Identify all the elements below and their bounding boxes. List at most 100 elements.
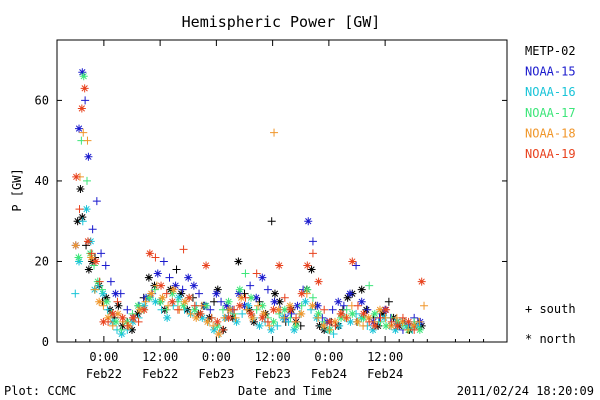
y-axis-title: P [GW]: [10, 168, 24, 211]
legend-entry: NOAA-18: [525, 126, 576, 140]
data-point: [359, 321, 368, 330]
data-point: [113, 309, 122, 318]
data-point: [248, 313, 257, 322]
data-point: [108, 321, 117, 330]
data-point: [320, 305, 329, 314]
data-point: [171, 281, 180, 290]
data-point: [420, 301, 429, 310]
data-point: [267, 217, 276, 226]
data-point: [192, 313, 201, 322]
data-point: [280, 313, 289, 322]
data-point: [301, 297, 310, 306]
data-point: [254, 301, 263, 310]
data-point: [375, 305, 384, 314]
data-point: [78, 217, 87, 226]
data-point: [398, 317, 407, 326]
data-point: [387, 317, 396, 326]
data-point: [259, 309, 268, 318]
data-point: [242, 305, 251, 314]
data-point: [74, 253, 83, 262]
data-point: [270, 289, 279, 298]
x-tick-date-label: Feb23: [198, 367, 234, 381]
data-point: [128, 317, 137, 326]
data-point: [258, 301, 267, 310]
data-point: [108, 309, 117, 318]
data-point: [179, 301, 188, 310]
data-point: [79, 128, 88, 137]
data-point: [275, 297, 284, 306]
data-point: [128, 325, 136, 334]
data-point: [144, 273, 153, 282]
data-point: [218, 325, 227, 334]
data-point: [72, 172, 81, 181]
data-point: [80, 84, 89, 93]
data-point: [224, 297, 233, 306]
data-point: [102, 297, 111, 306]
data-point: [348, 257, 357, 266]
data-point: [255, 321, 264, 330]
data-point: [238, 309, 247, 318]
data-point: [249, 317, 258, 326]
data-point: [82, 205, 91, 214]
plot-credit: Plot: CCMC: [4, 384, 76, 398]
data-point: [83, 237, 92, 246]
data-point: [141, 297, 150, 306]
data-point: [157, 281, 166, 290]
data-point: [365, 317, 374, 326]
data-point: [102, 293, 111, 302]
data-point: [117, 325, 126, 334]
data-point: [98, 285, 106, 294]
data-point: [280, 305, 289, 314]
data-point: [359, 309, 368, 318]
plot-frame: [56, 39, 508, 343]
data-point: [151, 297, 160, 306]
x-tick-time-label: 0:00: [89, 350, 118, 364]
data-point: [104, 313, 113, 322]
data-point: [145, 249, 154, 258]
data-point: [213, 321, 222, 330]
data-point: [359, 313, 368, 322]
data-point: [258, 273, 267, 282]
data-point: [214, 329, 223, 338]
data-point: [252, 293, 261, 302]
data-point: [415, 325, 424, 334]
data-point: [235, 301, 244, 310]
data-point: [97, 249, 106, 258]
y-tick-label: 20: [35, 254, 49, 268]
data-point: [218, 305, 227, 314]
data-point: [177, 289, 186, 298]
data-point: [342, 313, 351, 322]
data-point: [255, 297, 264, 306]
data-point: [303, 285, 312, 294]
data-point: [196, 309, 205, 318]
data-point: [77, 104, 86, 113]
data-point: [99, 301, 108, 310]
y-tick-label: 60: [35, 93, 49, 107]
data-point: [90, 285, 99, 294]
data-point: [339, 301, 348, 310]
data-point: [342, 305, 351, 314]
data-point: [274, 305, 283, 314]
data-point: [404, 317, 413, 326]
data-point: [75, 124, 84, 133]
data-point: [370, 321, 379, 330]
data-point: [325, 317, 334, 326]
data-point: [134, 301, 143, 310]
data-point: [101, 261, 110, 270]
data-point: [203, 317, 212, 326]
data-point: [382, 321, 391, 330]
data-point: [370, 309, 379, 318]
data-point: [207, 313, 216, 322]
data-point: [337, 313, 346, 322]
x-axis: 0:00 Feb22 12:00 Feb22 0:00 Feb23 12:00 Feb23 0:…: [75, 40, 485, 381]
north-marker-legend: * north: [525, 332, 576, 346]
y-tick-label: 40: [35, 174, 49, 188]
data-point: [398, 313, 407, 322]
x-tick-time-label: 12:00: [142, 350, 178, 364]
data-point: [363, 305, 372, 314]
data-point: [168, 289, 177, 298]
data-point: [308, 237, 317, 246]
data-point: [292, 313, 301, 322]
data-point: [232, 317, 241, 326]
data-point: [217, 297, 226, 306]
